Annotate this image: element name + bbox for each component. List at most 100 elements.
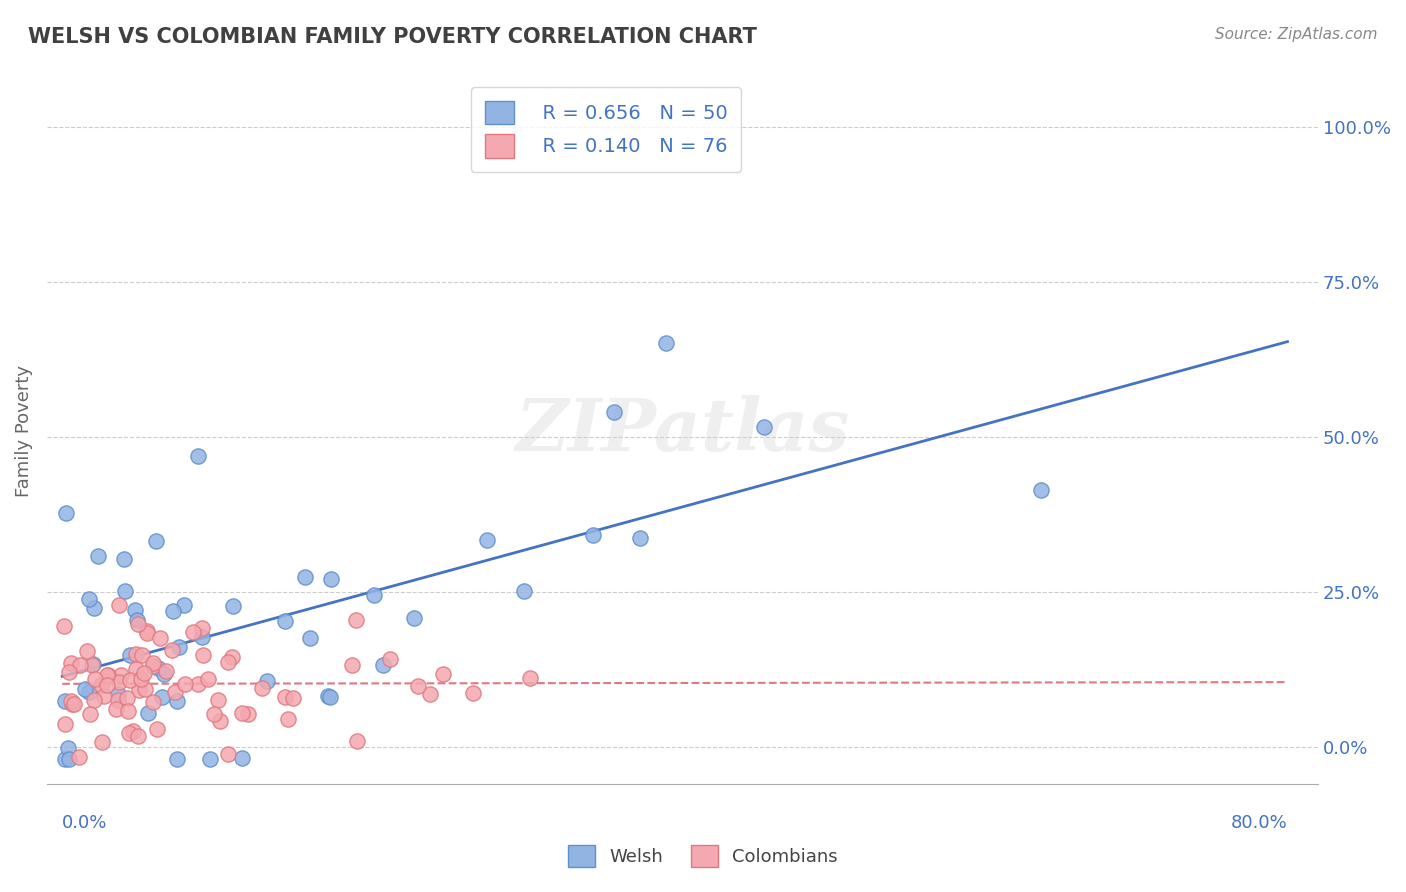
Point <box>187 677 209 691</box>
Point <box>208 714 231 729</box>
Point <box>250 681 273 696</box>
Point <box>363 588 385 602</box>
Point <box>628 531 651 545</box>
Point <box>136 626 159 640</box>
Point <box>131 648 153 662</box>
Point <box>67 750 90 764</box>
Point <box>60 693 83 707</box>
Point <box>150 690 173 704</box>
Point <box>191 648 214 662</box>
Point <box>202 707 225 722</box>
Point <box>125 647 148 661</box>
Text: ZIPatlas: ZIPatlas <box>516 395 849 467</box>
Point <box>475 533 498 548</box>
Point <box>655 335 678 350</box>
Point <box>77 592 100 607</box>
Point <box>149 631 172 645</box>
Point <box>519 671 541 685</box>
Point <box>231 706 253 721</box>
Point <box>183 624 205 639</box>
Point <box>146 723 169 737</box>
Point <box>160 642 183 657</box>
Point <box>190 621 212 635</box>
Point <box>90 735 112 749</box>
Point <box>114 584 136 599</box>
Text: Source: ZipAtlas.com: Source: ZipAtlas.com <box>1215 27 1378 42</box>
Point <box>108 675 131 690</box>
Point <box>146 661 169 675</box>
Point <box>754 420 776 434</box>
Point <box>96 678 118 692</box>
Point <box>380 652 402 666</box>
Point <box>58 740 80 755</box>
Point <box>87 549 110 564</box>
Point <box>83 601 105 615</box>
Point <box>60 697 83 711</box>
Point <box>174 676 197 690</box>
Point <box>142 658 165 673</box>
Point <box>127 613 149 627</box>
Point <box>316 689 339 703</box>
Point <box>53 717 76 731</box>
Point <box>76 643 98 657</box>
Point <box>108 598 131 612</box>
Point <box>191 630 214 644</box>
Point <box>163 685 186 699</box>
Point <box>173 598 195 612</box>
Point <box>152 667 174 681</box>
Point <box>236 707 259 722</box>
Point <box>129 672 152 686</box>
Point <box>274 690 297 704</box>
Point <box>406 679 429 693</box>
Point <box>97 667 120 681</box>
Point <box>107 693 129 707</box>
Point <box>221 650 243 665</box>
Point <box>53 752 76 766</box>
Point <box>217 747 239 761</box>
Point <box>298 631 321 645</box>
Point <box>118 725 141 739</box>
Point <box>231 751 253 765</box>
Point <box>69 658 91 673</box>
Point <box>110 668 132 682</box>
Point <box>79 706 101 721</box>
Point <box>125 662 148 676</box>
Point <box>346 734 368 748</box>
Point <box>96 668 118 682</box>
Point <box>512 583 534 598</box>
Point <box>582 527 605 541</box>
Point <box>256 674 278 689</box>
Point <box>342 658 364 673</box>
Point <box>145 534 167 549</box>
Point <box>107 688 129 702</box>
Point <box>371 658 394 673</box>
Point <box>127 616 149 631</box>
Point <box>53 694 76 708</box>
Point <box>132 665 155 680</box>
Point <box>162 604 184 618</box>
Point <box>55 507 77 521</box>
Point <box>187 450 209 464</box>
Legend:   R = 0.656   N = 50,   R = 0.140   N = 76: R = 0.656 N = 50, R = 0.140 N = 76 <box>471 87 741 171</box>
Point <box>166 694 188 708</box>
Point <box>603 405 626 419</box>
Point <box>59 656 82 670</box>
Point <box>84 672 107 686</box>
Point <box>274 615 297 629</box>
Y-axis label: Family Poverty: Family Poverty <box>15 365 32 497</box>
Legend: Welsh, Colombians: Welsh, Colombians <box>561 838 845 874</box>
Point <box>104 702 127 716</box>
Point <box>169 640 191 655</box>
Point <box>134 681 156 696</box>
Point <box>52 619 75 633</box>
Point <box>166 752 188 766</box>
Point <box>283 691 305 706</box>
Point <box>198 752 221 766</box>
Point <box>222 599 245 613</box>
Point <box>124 603 146 617</box>
Point <box>58 665 80 680</box>
Point <box>432 667 454 681</box>
Point <box>136 706 159 721</box>
Point <box>344 613 367 627</box>
Text: 80.0%: 80.0% <box>1230 814 1288 832</box>
